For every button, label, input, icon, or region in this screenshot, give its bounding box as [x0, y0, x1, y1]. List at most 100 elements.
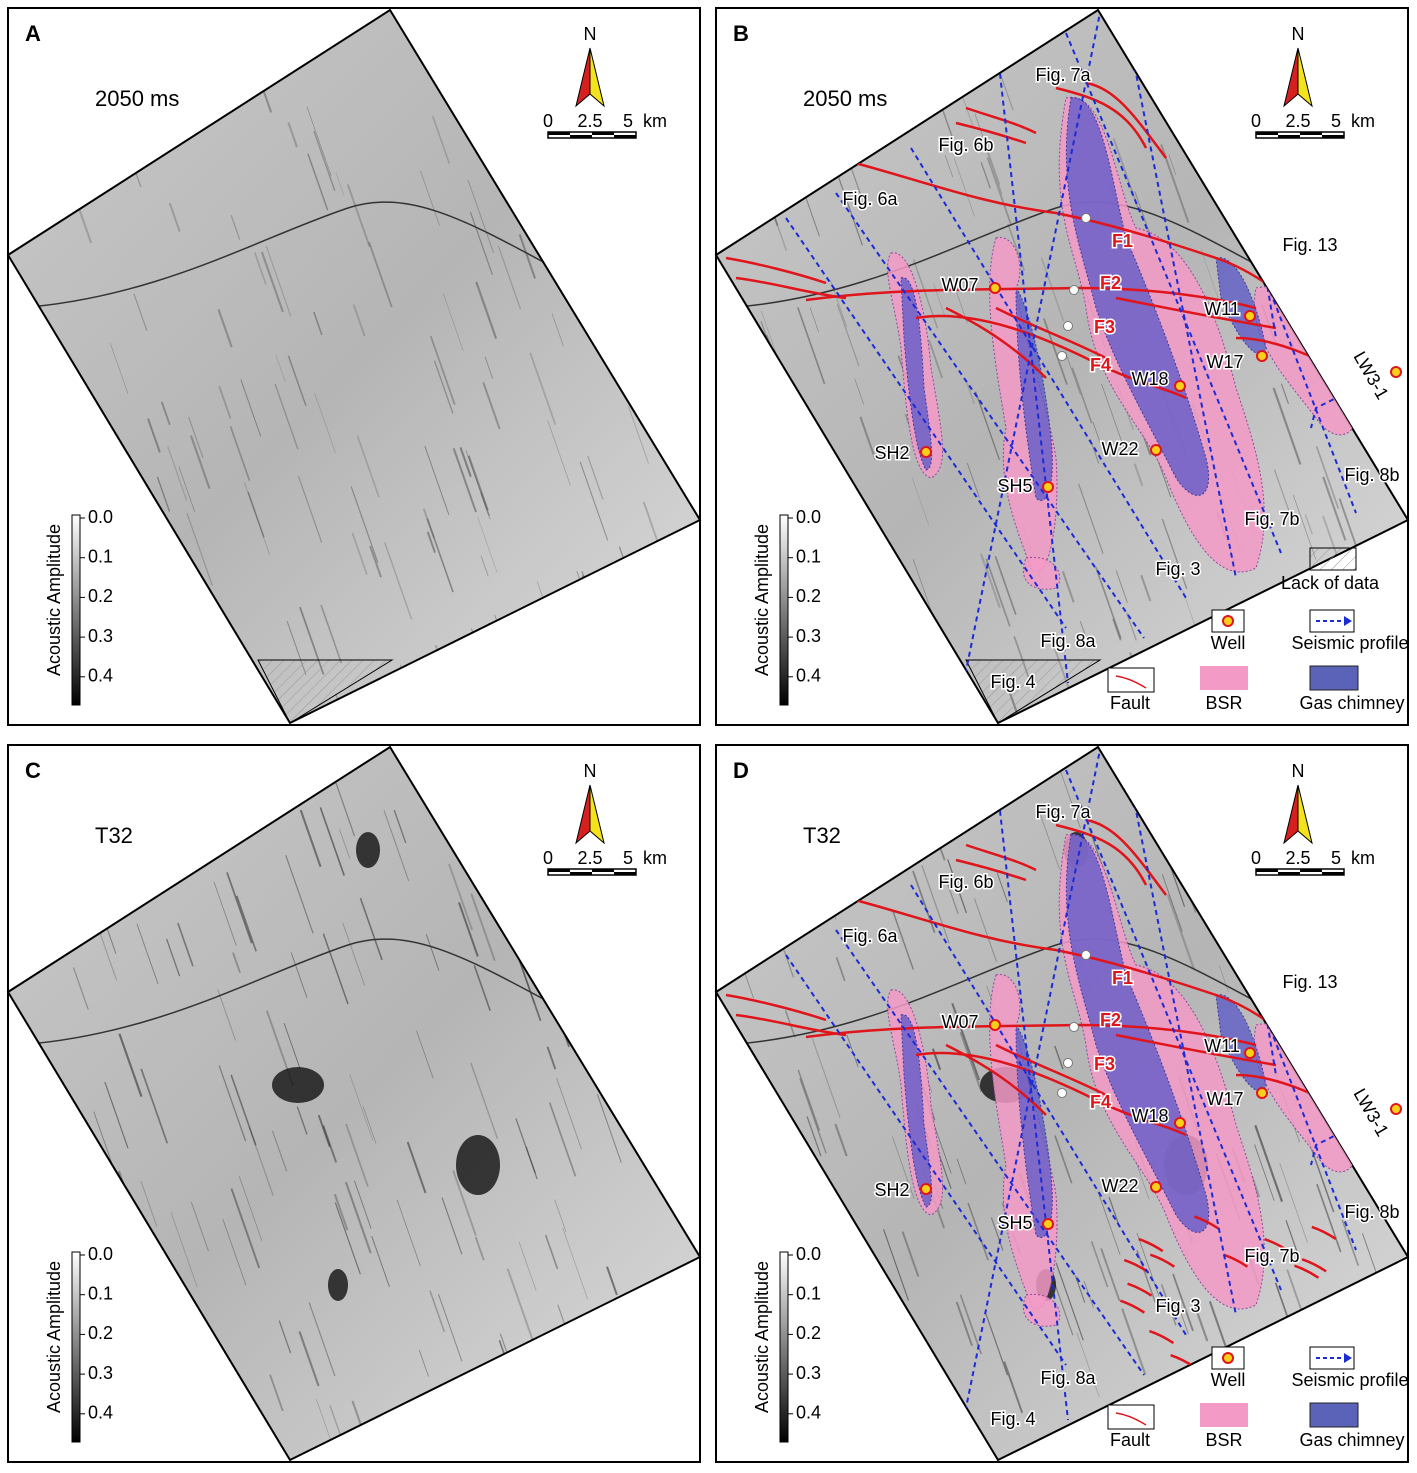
texture — [167, 446, 188, 501]
texture — [469, 211, 493, 275]
texture — [425, 934, 440, 971]
profile-label: Fig. 6a — [842, 926, 898, 946]
north-label: N — [1292, 761, 1305, 781]
colorbar-tick-label: 0.2 — [796, 1323, 821, 1343]
colorbar-tick-label: 0.3 — [88, 1363, 113, 1383]
scale-label: 0 — [1251, 111, 1261, 131]
seismic-profile — [910, 884, 1187, 1336]
fault — [1115, 1033, 1277, 1067]
texture — [974, 113, 1001, 185]
fault-label: F4 — [1090, 355, 1111, 375]
texture — [477, 516, 498, 573]
scale-segment — [548, 132, 570, 135]
fault-label: F1 — [1112, 231, 1133, 251]
texture — [230, 1074, 257, 1146]
high-amplitude — [328, 1269, 348, 1301]
texture — [452, 1170, 477, 1237]
texture — [928, 339, 944, 379]
legend-lack-icon — [1309, 547, 1357, 571]
legend-fault-symbol — [1115, 675, 1147, 689]
texture — [891, 1136, 915, 1199]
texture — [1115, 570, 1128, 603]
texture — [1172, 1273, 1194, 1332]
texture — [990, 1217, 1004, 1251]
texture — [253, 252, 267, 285]
texture — [424, 445, 450, 515]
profile-label: Fig. 6b — [938, 872, 993, 892]
fault — [735, 1013, 847, 1037]
texture — [967, 1202, 989, 1261]
texture — [892, 910, 915, 970]
texture — [298, 1331, 320, 1387]
fault — [1055, 823, 1148, 886]
texture — [170, 1212, 198, 1288]
colorbar-tick-label: 0.0 — [796, 1244, 821, 1264]
texture — [322, 933, 349, 1005]
scale-segment — [1300, 132, 1322, 135]
fault-label: F2 — [1100, 273, 1121, 293]
fault — [1085, 818, 1168, 896]
profile-label: Fig. 4 — [990, 1409, 1035, 1429]
horizon-label: 2050 ms — [95, 86, 179, 111]
texture — [959, 1031, 983, 1092]
texture — [974, 391, 1001, 461]
texture — [416, 1030, 434, 1079]
texture — [1166, 894, 1196, 970]
well — [1174, 380, 1186, 392]
texture — [178, 466, 196, 513]
texture — [482, 382, 501, 430]
texture — [562, 1227, 588, 1300]
well — [1390, 366, 1402, 378]
texture — [118, 1033, 143, 1098]
fault — [1223, 1253, 1249, 1268]
seismic-profile — [1125, 22, 1237, 579]
texture — [809, 307, 819, 333]
fault — [1149, 1253, 1176, 1268]
texture — [529, 352, 557, 426]
scale-segment — [1256, 869, 1278, 872]
well — [1174, 1117, 1186, 1129]
texture — [240, 379, 262, 437]
bsr-area — [1022, 1293, 1061, 1327]
fault-label: F4 — [1090, 1092, 1111, 1112]
texture — [516, 954, 542, 1022]
well-label: W18 — [1131, 369, 1168, 389]
scale-label: 2.5 — [577, 111, 602, 131]
texture — [1254, 1124, 1284, 1202]
fault-point — [1063, 1058, 1073, 1068]
texture — [334, 779, 356, 837]
colorbar-tick-label: 0.4 — [796, 666, 821, 686]
scale-label: 5 — [623, 848, 633, 868]
texture — [190, 1201, 209, 1252]
colorbar-tick-label: 0.3 — [796, 626, 821, 646]
texture — [1125, 612, 1137, 641]
fault — [955, 121, 1027, 145]
fault-label: F3 — [1094, 1054, 1115, 1074]
texture — [353, 1180, 372, 1229]
texture — [1133, 463, 1144, 486]
scale-segment — [592, 869, 614, 872]
scale-label: 0 — [543, 848, 553, 868]
texture — [104, 1081, 129, 1149]
texture — [1112, 618, 1122, 641]
texture — [333, 1193, 349, 1231]
texture — [953, 158, 975, 217]
well-label: W11 — [1204, 1036, 1240, 1056]
north-arrow-right — [1297, 47, 1313, 108]
texture — [1200, 249, 1227, 321]
scale-segment — [1322, 135, 1344, 138]
profile-label: Fig. 7b — [1244, 1246, 1299, 1266]
texture — [1078, 483, 1104, 554]
texture — [1061, 571, 1075, 603]
panel: D T32 N 0 2.5 5 km 0.0 0.1 0.2 0.3 0.4 Acoustic Ampl… — [714, 744, 1410, 1463]
well-label: W17 — [1206, 352, 1243, 372]
texture — [93, 1111, 115, 1170]
texture — [1090, 1240, 1109, 1288]
texture — [160, 401, 171, 426]
seismic-profile — [955, 747, 1102, 1458]
seismic-profile — [1310, 362, 1407, 429]
texture — [1003, 1361, 1024, 1414]
texture — [230, 1188, 261, 1269]
texture — [944, 155, 954, 178]
